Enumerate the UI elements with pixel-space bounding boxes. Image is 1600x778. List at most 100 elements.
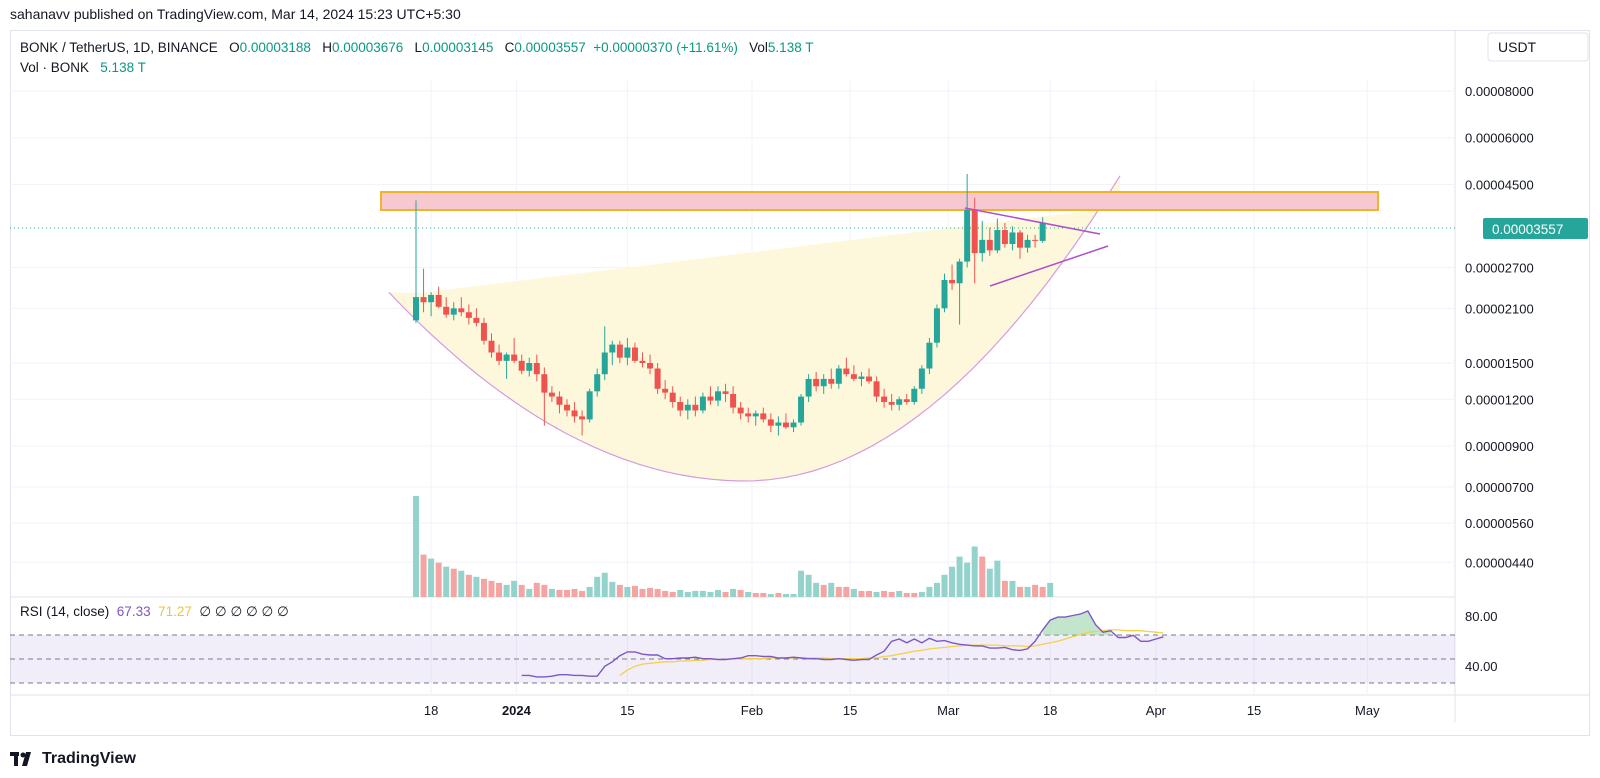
candle-body — [730, 393, 737, 408]
currency-button[interactable]: USDT — [1498, 39, 1537, 55]
candle-body — [518, 360, 525, 371]
volume-bar — [480, 578, 487, 597]
rsi-label[interactable]: RSI (14, close) — [20, 604, 110, 619]
volume-bar — [949, 566, 956, 597]
candle-body — [858, 376, 865, 379]
price-tick-label: 0.00000700 — [1465, 480, 1534, 495]
volume-bar — [1001, 580, 1008, 597]
candle-body — [1024, 239, 1031, 248]
resistance-zone — [380, 191, 1379, 211]
volume-bar — [1024, 586, 1031, 597]
candle-body — [564, 404, 570, 411]
candle-body — [933, 308, 940, 343]
candle-body — [677, 401, 684, 411]
candle-body — [488, 340, 495, 353]
price-tick-label: 0.00006000 — [1465, 131, 1534, 146]
volume-bar — [715, 589, 721, 597]
rsi-value: 67.33 — [116, 604, 151, 619]
candle-body — [443, 306, 450, 315]
price-tick-label: 0.00000900 — [1465, 439, 1534, 454]
candle-body — [526, 362, 533, 371]
volume-bar — [760, 592, 767, 597]
candle-body — [843, 368, 850, 375]
rsi-ma-value: 71.27 — [158, 604, 192, 619]
time-tick-label: 15 — [620, 703, 634, 718]
candle-body — [881, 396, 888, 402]
volume-bar — [881, 590, 888, 597]
candle-body — [745, 413, 752, 417]
volume-bar — [496, 582, 503, 597]
candle-body — [820, 378, 827, 387]
time-tick-label: Feb — [741, 703, 763, 718]
volume-bar — [473, 576, 480, 597]
volume-bar — [669, 591, 676, 597]
candle-body — [767, 419, 774, 426]
volume-bar — [586, 586, 593, 597]
vol-label: Vol — [749, 40, 768, 55]
candle-body — [813, 378, 820, 387]
price-tick-label: 0.00004500 — [1465, 177, 1534, 192]
candle-body — [926, 342, 933, 369]
time-axis[interactable]: 18 2024 15 Feb 15 Mar 18 Apr 15 May — [424, 703, 1380, 718]
candle-body — [669, 392, 676, 402]
candle-body — [873, 381, 880, 397]
price-axis[interactable]: 0.00008000 0.00006000 0.00004500 0.00002700… — [1465, 84, 1534, 570]
candle-body — [458, 308, 465, 313]
candle-body — [964, 209, 971, 262]
time-tick-label: 18 — [1043, 703, 1057, 718]
candle-body — [911, 388, 918, 402]
candle-body — [609, 344, 616, 353]
candle-body — [662, 388, 669, 393]
candle-body — [503, 354, 510, 361]
candle-body — [692, 404, 699, 411]
volume-bar — [866, 590, 872, 597]
volume-bar — [631, 585, 638, 597]
volume-bar — [556, 589, 563, 597]
symbol-label[interactable]: BONK / TetherUS, 1D, BINANCE — [20, 40, 218, 55]
time-tick-label: May — [1355, 703, 1380, 718]
rsi-overbought-fill — [1042, 611, 1111, 635]
volume-bar — [624, 586, 631, 597]
tradingview-logo-icon — [10, 752, 31, 766]
volume-bar — [805, 574, 812, 597]
candle-body — [760, 413, 767, 420]
volume-bar — [828, 582, 835, 597]
volume-bar — [594, 576, 601, 597]
candle-body — [775, 422, 782, 426]
volume-bar — [798, 570, 805, 597]
currency-button-bg[interactable] — [1487, 32, 1589, 62]
volume-bar — [971, 546, 978, 597]
price-tick-label: 0.00001200 — [1465, 392, 1534, 407]
candle-body — [594, 374, 601, 392]
volume-bar — [835, 586, 842, 597]
candle-body — [541, 374, 548, 393]
price-tick-label: 0.00008000 — [1465, 84, 1534, 99]
price-tick-label: 0.00002700 — [1465, 260, 1534, 275]
volume-indicator-label[interactable]: Vol · BONK — [20, 60, 90, 75]
candle-body — [473, 317, 480, 323]
volume-bar — [873, 591, 880, 597]
price-tick-label: 0.00000440 — [1465, 555, 1534, 570]
candle-body — [888, 401, 895, 405]
vol-value: 5.138 T — [767, 40, 814, 55]
candle-body — [579, 416, 586, 420]
candle-body — [828, 378, 835, 384]
volume-bar — [790, 593, 797, 597]
time-tick-label: 2024 — [502, 703, 532, 718]
volume-bars — [413, 496, 1054, 597]
volume-bar — [654, 588, 661, 597]
candle-body — [496, 352, 503, 361]
triangle-lower-line — [989, 245, 1109, 287]
open-value: 0.00003188 — [239, 40, 311, 55]
cup-curve — [388, 175, 1121, 482]
volume-bar — [737, 589, 744, 597]
volume-bar — [420, 554, 427, 597]
price-tick-label: 0.00000560 — [1465, 516, 1534, 531]
brand-footer[interactable]: TradingView — [10, 750, 136, 768]
volume-bar — [896, 590, 903, 597]
candle-body — [790, 422, 797, 428]
candle-body — [707, 396, 714, 401]
volume-bar — [745, 591, 752, 597]
candle-body — [480, 322, 487, 341]
